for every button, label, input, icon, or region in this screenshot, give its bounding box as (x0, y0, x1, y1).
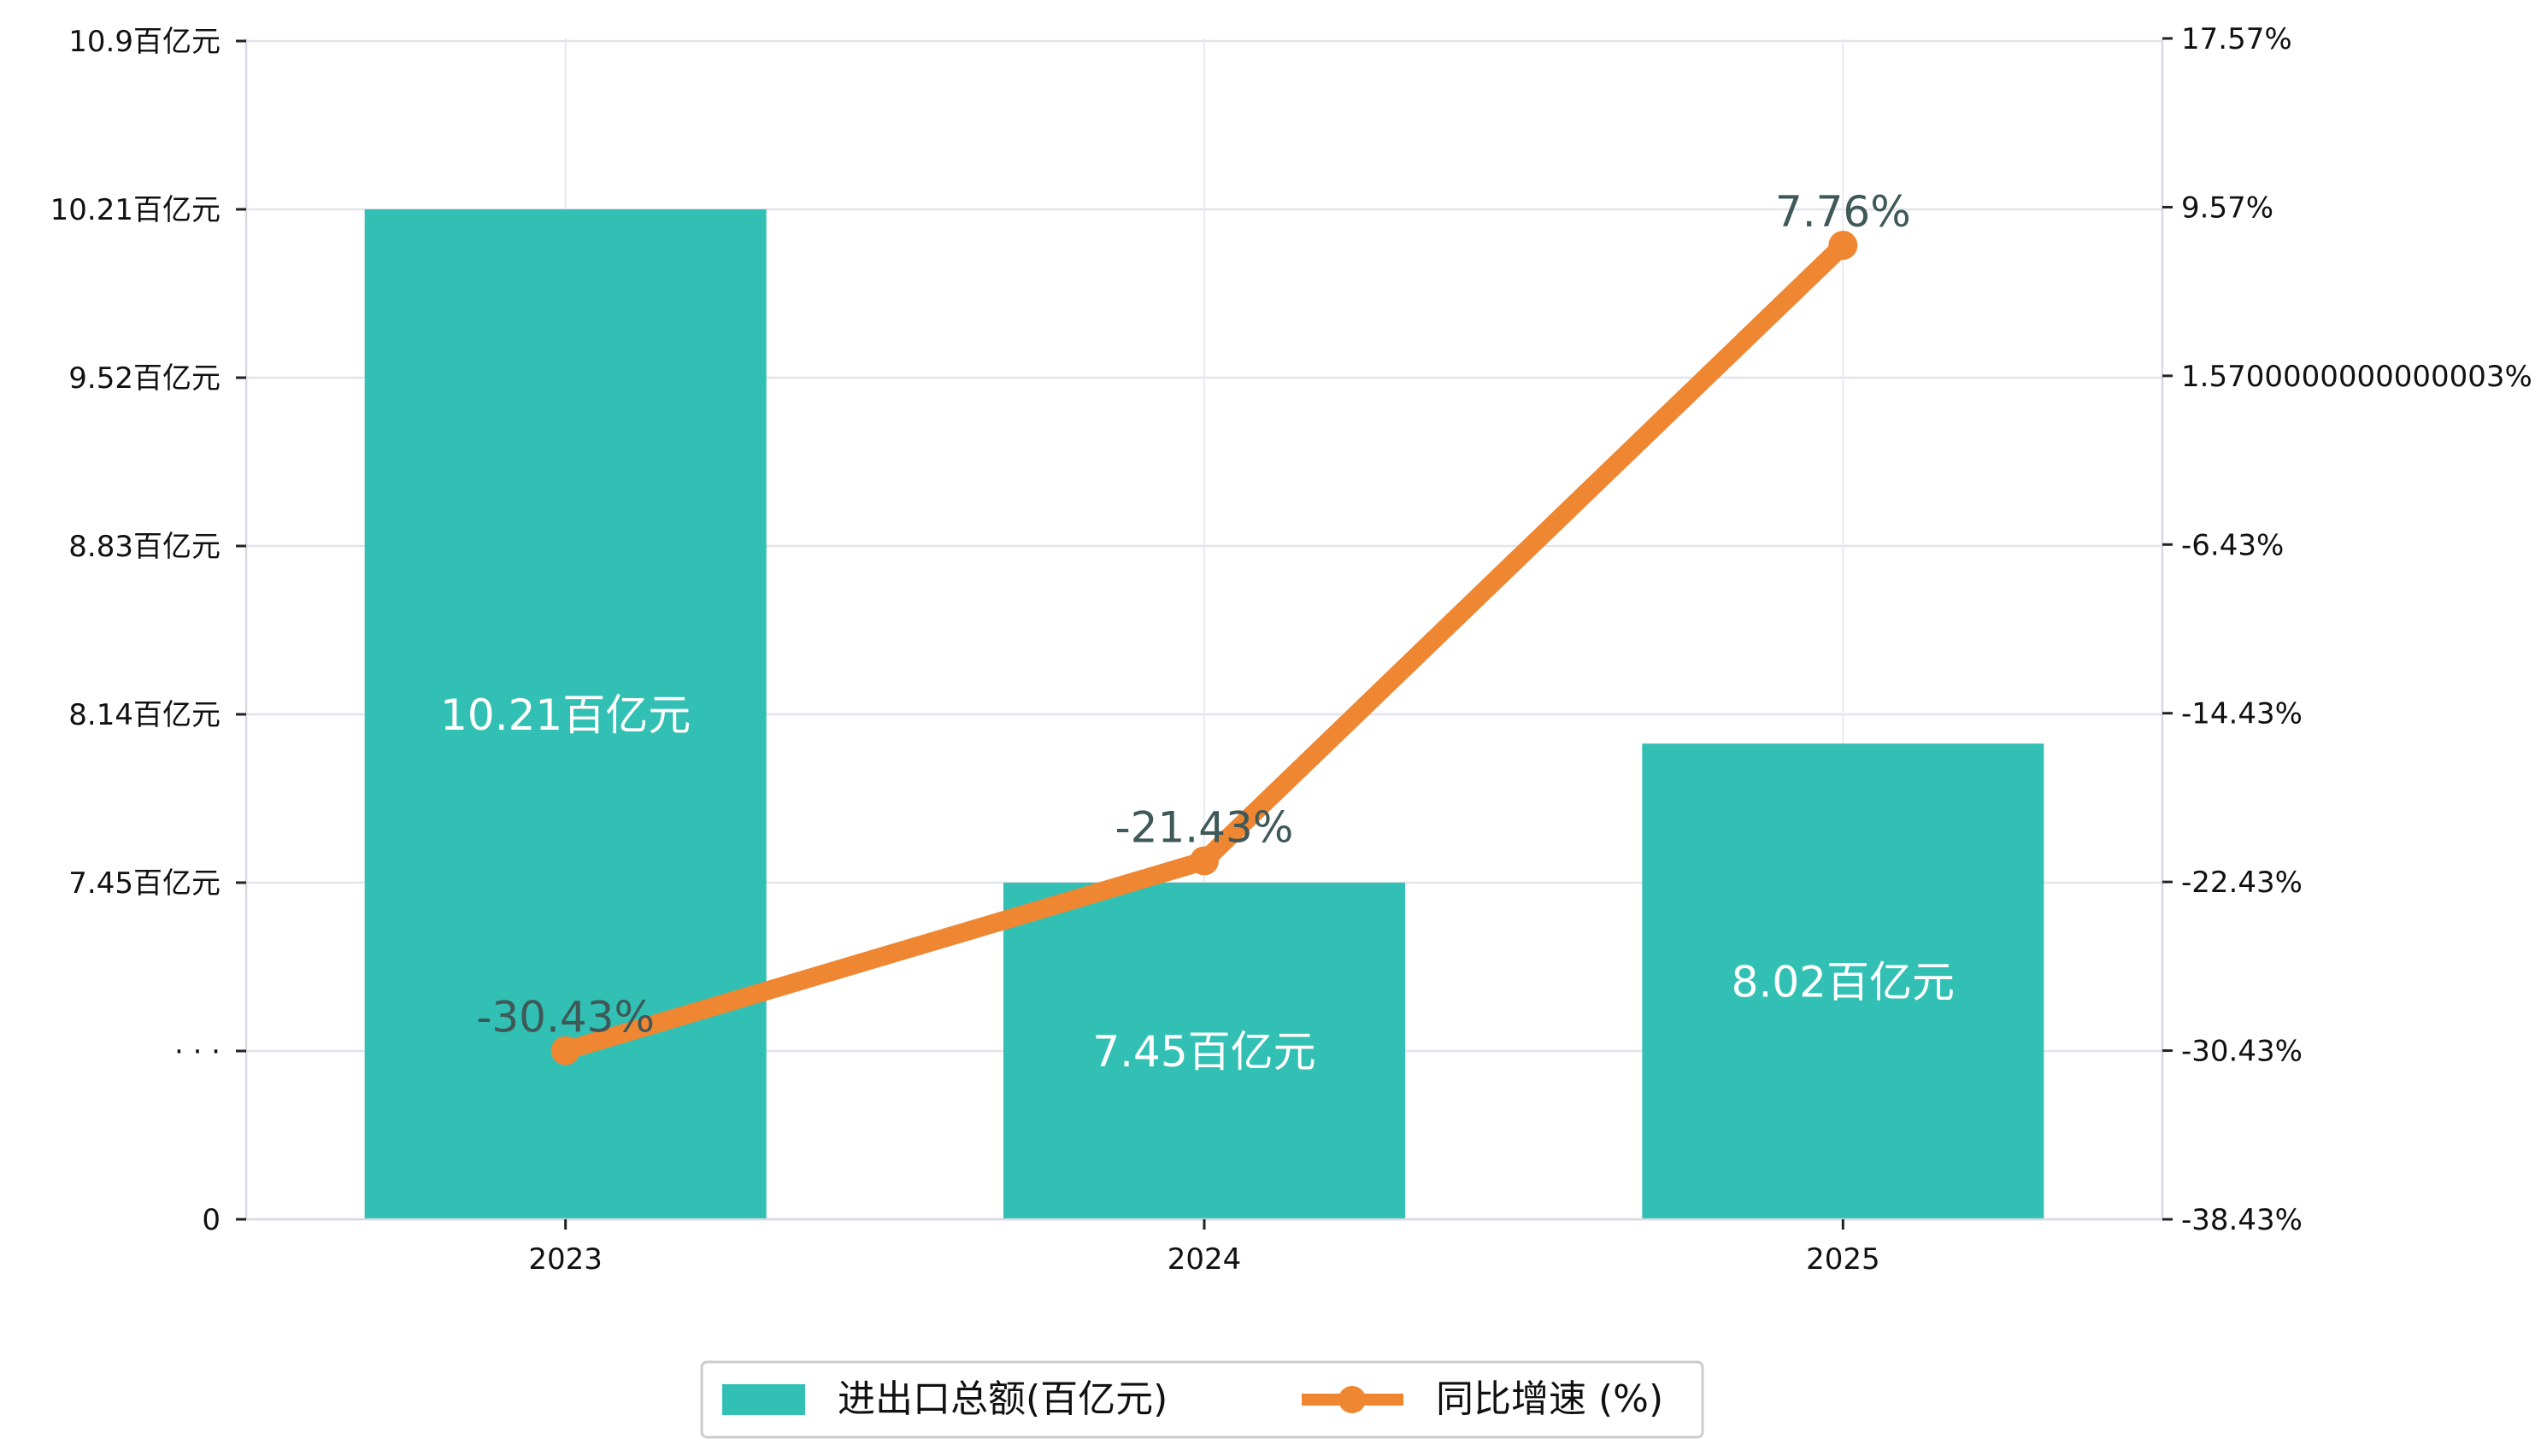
legend-bar-label: 进出口总额(百亿元) (838, 1377, 1168, 1421)
growth-value-label: -21.43% (1115, 802, 1294, 852)
bar-value-label: 10.21百亿元 (440, 690, 691, 740)
left-tick-label: 8.14百亿元 (68, 698, 221, 732)
right-tick-label: -14.43% (2181, 697, 2303, 731)
left-tick-label: 10.21百亿元 (50, 193, 221, 227)
growth-point-2025 (1828, 231, 1858, 261)
right-tick-label: -6.43% (2181, 528, 2284, 562)
left-tick-label: 0 (202, 1203, 221, 1237)
data-labels: 10.21百亿元 7.45百亿元 8.02百亿元 -30.43% -21.43% 7.76… (440, 187, 1955, 1077)
growth-point-2024 (1190, 846, 1219, 876)
legend-box (700, 1360, 1704, 1439)
left-tick-label: 7.45百亿元 (68, 866, 221, 901)
legend-bar-swatch (722, 1384, 805, 1415)
right-tick-label: 1.5700000000000003% (2181, 360, 2532, 394)
bar-2024 (1003, 883, 1405, 1219)
growth-point-2023 (550, 1036, 580, 1066)
legend-line-marker (1338, 1386, 1366, 1413)
x-tick-label: 2023 (528, 1242, 603, 1277)
left-tick-label: · · · (174, 1035, 221, 1069)
bar-value-label: 8.02百亿元 (1732, 958, 1955, 1007)
left-tick-label: 8.83百亿元 (68, 530, 221, 564)
right-tick-label: 17.57% (2181, 22, 2292, 56)
x-tick-label: 2024 (1168, 1242, 1242, 1277)
left-tick-label: 10.9百亿元 (68, 25, 221, 59)
right-tick-label: -22.43% (2181, 866, 2303, 900)
right-tick-label: -30.43% (2181, 1035, 2303, 1069)
legend-line-label: 同比增速 (%) (1436, 1377, 1663, 1421)
right-tick-label: -38.43% (2181, 1203, 2303, 1237)
growth-value-label: -30.43% (476, 993, 655, 1042)
line-series (550, 231, 1858, 1066)
right-tick-label: 9.57% (2181, 191, 2273, 225)
bar-2025 (1642, 743, 2044, 1219)
legend[interactable]: 进出口总额(百亿元) 同比增速 (%) (700, 1360, 1704, 1439)
bar-value-label: 7.45百亿元 (1092, 1027, 1315, 1077)
growth-value-label: 7.76% (1775, 187, 1911, 237)
left-tick-label: 9.52百亿元 (68, 361, 221, 396)
x-tick-label: 2025 (1806, 1242, 1880, 1277)
axes: 0 · · · 7.45百亿元 8.14百亿元 8.83百亿元 9.52百亿元 10.21百… (50, 22, 2532, 1277)
